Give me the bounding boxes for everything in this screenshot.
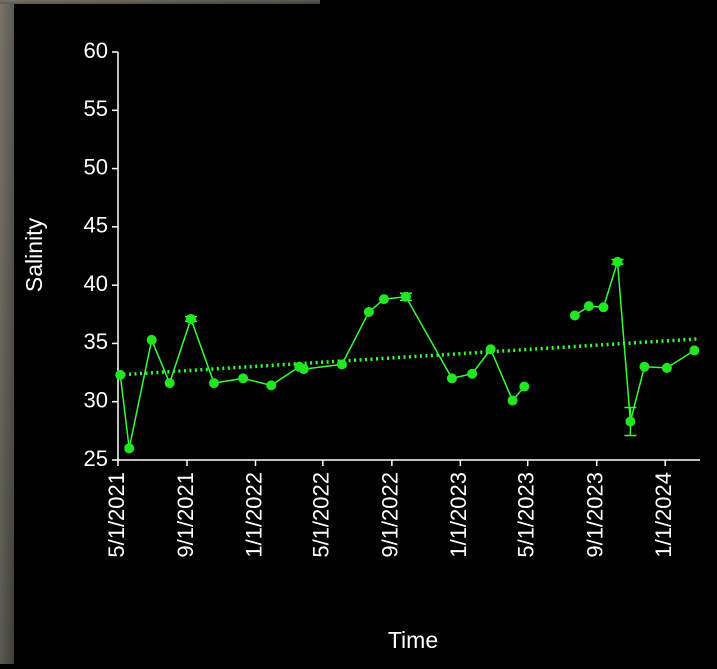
y-axis-title: Salinity [21, 217, 47, 292]
y-tick-label: 60 [84, 38, 108, 63]
x-tick-label: 5/1/2021 [104, 472, 129, 558]
y-tick-label: 35 [84, 329, 108, 354]
data-point [299, 364, 309, 374]
x-axis-title: Time [388, 627, 438, 653]
data-point [598, 302, 608, 312]
data-point [662, 363, 672, 373]
data-point [209, 378, 219, 388]
data-point [519, 382, 529, 392]
x-tick-label: 1/1/2024 [651, 472, 676, 558]
x-tick-label: 5/1/2022 [309, 472, 334, 558]
data-point [379, 294, 389, 304]
y-tick-label: 40 [84, 271, 108, 296]
chart: Salinity Time 25 30 35 40 45 50 55 60 5/1/2021 9/… [0, 0, 717, 664]
y-tick-label: 45 [84, 213, 108, 238]
data-point [467, 369, 477, 379]
data-point [115, 370, 125, 380]
y-tick-label: 25 [84, 446, 108, 471]
data-point [584, 301, 594, 311]
data-point [508, 396, 518, 406]
data-point [570, 310, 580, 320]
data-point [639, 362, 649, 372]
data-point [401, 292, 411, 302]
x-tick-label: 9/1/2022 [378, 472, 403, 558]
x-tick-label: 9/1/2021 [173, 472, 198, 558]
background-image [0, 0, 320, 4]
data-point [337, 359, 347, 369]
data-point [612, 257, 622, 267]
page: {"chart_data": {"type": "line", "x_label… [0, 0, 717, 669]
x-tick-label: 1/1/2023 [446, 472, 471, 558]
data-point [186, 314, 196, 324]
data-point [266, 380, 276, 390]
data-point [447, 373, 457, 383]
data-point [124, 443, 134, 453]
data-point [238, 373, 248, 383]
data-point [689, 345, 699, 355]
y-tick-label: 50 [84, 154, 108, 179]
x-tick-label: 1/1/2022 [241, 472, 266, 558]
data-point [486, 344, 496, 354]
data-point [147, 335, 157, 345]
y-tick-label: 30 [84, 388, 108, 413]
data-point [364, 307, 374, 317]
data-point [165, 378, 175, 388]
series-line [120, 262, 694, 449]
y-tick-label: 55 [84, 96, 108, 121]
x-tick-label: 9/1/2023 [583, 472, 608, 558]
background-image [0, 0, 14, 664]
data-point [625, 417, 635, 427]
x-tick-label: 5/1/2023 [514, 472, 539, 558]
